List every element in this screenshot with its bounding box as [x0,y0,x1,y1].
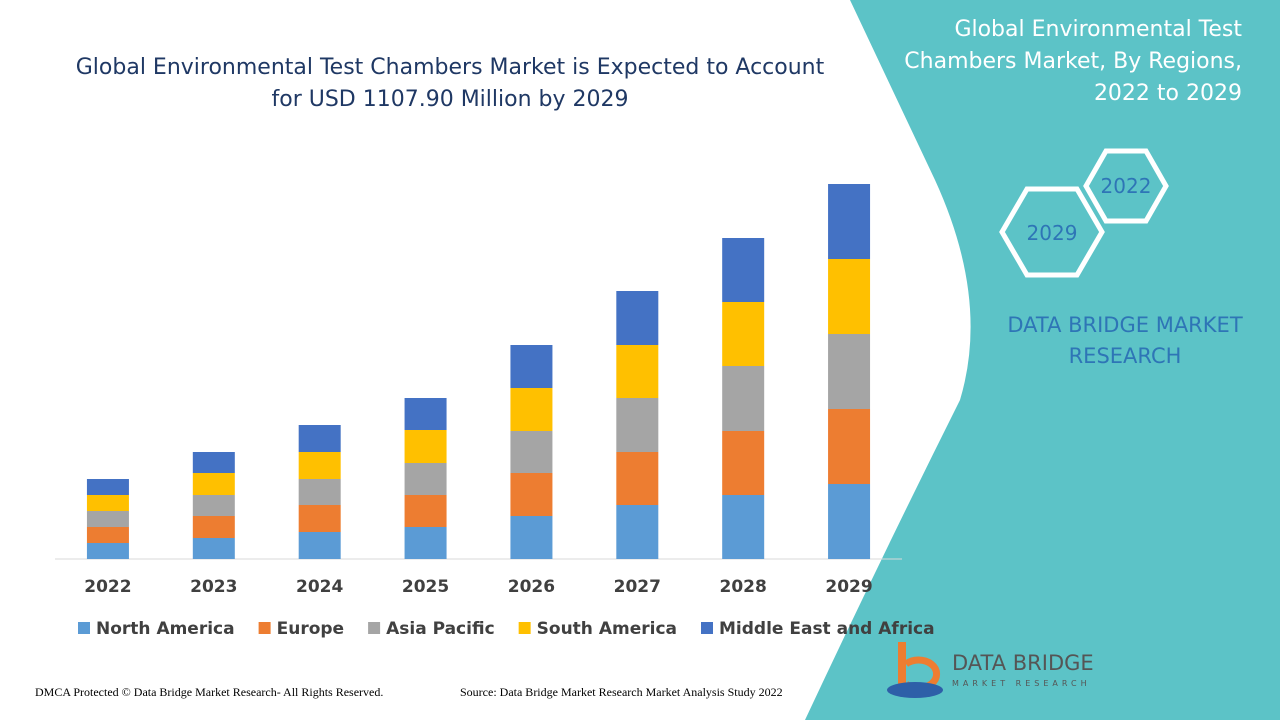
x-tick-label: 2025 [402,577,449,597]
brand: DATA BRIDGE MARKET RESEARCH [1007,313,1243,368]
hexagon [1083,148,1169,224]
bar-segment [298,532,341,559]
hex-label: 2022 [1101,174,1152,198]
panel-title: Global Environmental Test Chambers Marke… [904,17,1242,106]
bar-segment [722,495,765,559]
legend-label: Asia Pacific [386,619,495,639]
bar-segment [616,345,659,398]
source: Source: Data Bridge Market Research Mark… [460,685,783,699]
bar-segment [510,345,553,388]
bar-segment [86,511,129,527]
bar-segment [192,452,235,473]
bar-segment [722,302,765,366]
bar-segment [616,398,659,452]
legend-label: North America [96,619,235,639]
bar-segment [192,538,235,559]
bar-segment [722,366,765,431]
bar-segment [828,259,871,334]
legend-label: Middle East and Africa [719,619,935,639]
chart-title: Global Environmental Test Chambers Marke… [75,55,825,112]
legend-swatch [701,622,713,634]
legend-swatch [368,622,381,634]
bar-segment [510,431,553,473]
bar-segment [722,431,765,495]
logo-stem [898,642,906,684]
copyright: DMCA Protected © Data Bridge Market Rese… [35,685,384,699]
bar-segment [616,291,659,345]
bar-segment [404,398,447,430]
logo-name: DATA BRIDGE [952,651,1094,675]
legend-swatch [518,622,531,634]
bar-segment [828,484,871,559]
logo-swoosh [887,682,943,698]
bar-segment [404,495,447,527]
bar-segment [828,334,871,409]
bar-segment [298,505,341,532]
bar-segment [192,516,235,538]
x-tick-label: 2023 [190,577,237,597]
bar-segment [86,527,129,543]
bar-segment [616,505,659,559]
x-tick-label: 2028 [720,577,767,597]
bar-segment [510,516,553,559]
bar-segment [404,527,447,559]
bar-segment [404,463,447,495]
legend-swatch [258,622,271,634]
bar-segment [510,388,553,431]
bar-segment [828,184,871,259]
bar-segment [298,425,341,452]
logo-tagline: MARKET RESEARCH [952,679,1091,688]
legend-label: South America [537,619,677,639]
hexagon [999,186,1105,278]
bar-segment [86,543,129,559]
x-tick-label: 2022 [84,577,131,597]
legend-swatch [78,622,90,634]
x-tick-label: 2027 [614,577,661,597]
bar-segment [510,473,553,516]
legend-label: Europe [277,619,344,639]
x-tick-label: 2024 [296,577,343,597]
bar-segment [404,430,447,463]
hex-label: 2029 [1027,221,1078,245]
bar-segment [298,479,341,505]
bar-segment [828,409,871,484]
bar-segment [722,238,765,302]
bar-segment [192,473,235,495]
bar-segment [86,495,129,511]
x-tick-label: 2029 [825,577,872,597]
bar-segment [86,479,129,495]
bar-segment [616,452,659,505]
bar-segment [298,452,341,479]
bar-segment [192,495,235,516]
logo [887,642,943,698]
x-tick-label: 2026 [508,577,555,597]
